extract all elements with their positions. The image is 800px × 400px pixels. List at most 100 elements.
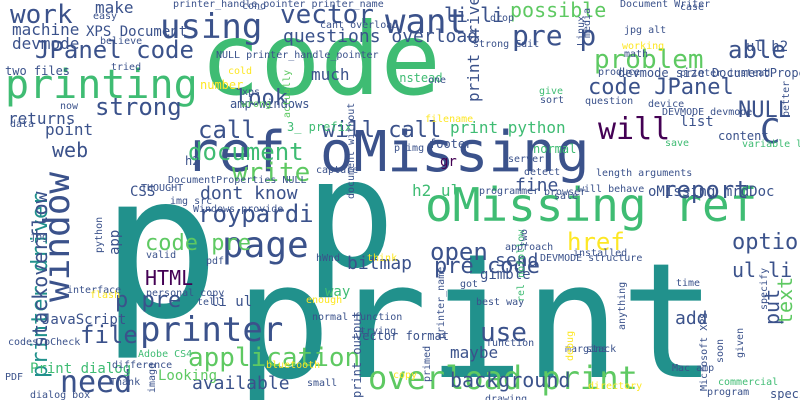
word-roypardi: roypardi <box>198 200 314 228</box>
word-open: open <box>430 238 488 266</box>
word-vector-format: vector format <box>355 329 449 343</box>
word-footer: footer <box>429 137 473 151</box>
word-directory: directory <box>588 381 643 392</box>
word-case: case <box>680 2 705 13</box>
word-gr: gr <box>440 154 457 170</box>
word-print: print <box>235 228 717 400</box>
word-want: want <box>385 2 467 42</box>
word-bluetooth: bluetooth <box>266 360 321 371</box>
word-valid: valid <box>146 250 177 261</box>
word-pre-code: pre code <box>434 254 540 279</box>
word-media: media <box>582 7 593 38</box>
word-printer-instead: printer instead <box>680 68 771 79</box>
word-xps-document: XPS Document <box>86 24 188 40</box>
word-devmode-devmode: DEVMODE devmode <box>662 107 753 118</box>
word-omissing-ref: oMissing ref <box>425 178 758 232</box>
word-make: make <box>95 0 134 17</box>
word-trying: trying <box>360 326 397 337</box>
word-devmode-size-documentproperties: devmode_size DocumentProperties <box>618 66 800 80</box>
word-question: question <box>585 96 634 107</box>
word-actually: actually <box>282 69 293 118</box>
word-work: work <box>10 0 73 30</box>
word-overload-print: overload print <box>368 359 638 397</box>
word-programmer: programmer <box>479 186 540 197</box>
word-produce: produce <box>598 67 641 78</box>
word-list: list <box>680 114 714 130</box>
word-p: p <box>100 131 221 364</box>
word-report: report <box>662 176 749 204</box>
word-href: href <box>567 228 625 256</box>
word-use: use <box>480 318 527 348</box>
word-python: python <box>94 216 105 253</box>
word-add: add <box>675 308 708 329</box>
word-small: small <box>307 378 338 389</box>
word-sort: sort <box>540 95 565 106</box>
word-approach: approach <box>505 242 554 253</box>
word-think: think <box>367 253 398 264</box>
word-better: better <box>781 80 792 117</box>
word-possible: possible <box>510 0 607 22</box>
word-print-driver: print driver <box>464 0 483 102</box>
word-returns: returns <box>8 109 76 128</box>
word-given: given <box>735 327 746 358</box>
word-dont-know: dont know <box>200 183 298 204</box>
word-number: number <box>200 78 244 92</box>
word-thank: Thank <box>110 377 141 388</box>
word-printer: printer <box>140 310 284 350</box>
word-microsoft-xps: Microsoft XPS <box>699 312 710 391</box>
word-gimble: gimble <box>480 267 531 283</box>
word-looking: Looking <box>158 368 218 384</box>
word-save: save <box>665 138 690 149</box>
word-documentproperties-null: DocumentProperties NULL <box>168 175 307 186</box>
word-h2-ul: h2 ul <box>412 181 461 200</box>
word-file: file <box>80 321 138 349</box>
word-data: data <box>10 119 35 130</box>
word-time: time <box>676 278 701 289</box>
word-application: application <box>188 343 361 373</box>
word-printer-handle-pointer-printer-name: printer_handle_pointer printer_name <box>173 0 384 10</box>
word-server: server <box>508 154 545 165</box>
word-installed: installed <box>573 248 628 259</box>
word-jpanel-code: JPanel code <box>35 36 194 64</box>
word-jpg-alt: jpg alt <box>624 25 667 36</box>
word-stack: stack <box>586 344 617 355</box>
word-specific-line: specific line <box>770 387 800 400</box>
word-two: two <box>519 228 530 247</box>
word-will-call: will call <box>322 118 442 143</box>
word-bitmap: bitmap <box>347 253 413 274</box>
word-adobe-cs4: Adobe CS4 <box>138 349 193 360</box>
word-javascript: JavaScript <box>42 312 127 328</box>
word-page: page <box>222 225 309 266</box>
word-thought: THOUGHT <box>141 183 184 194</box>
word-will: will <box>598 112 671 147</box>
word-program: program <box>707 387 750 398</box>
word-print-dialog: Print dialog <box>30 361 132 377</box>
word-browser: browser <box>544 187 587 198</box>
word-codestocheck: codesToCheck <box>8 337 81 348</box>
word-believe: believe <box>100 36 143 47</box>
word-ref-omissing: ref oMissing <box>185 120 590 185</box>
word-available: available <box>192 373 290 394</box>
word-css: CSS <box>130 184 156 200</box>
word-best-way: best way <box>476 297 525 308</box>
word-anything: anything <box>617 281 628 330</box>
word-print-output: print output <box>350 311 364 398</box>
word-mac-amp: Mac amp <box>672 363 715 374</box>
word-pdf: pdf <box>206 256 225 267</box>
word-p-img: p img <box>394 143 425 154</box>
word-img-src: img src <box>170 196 213 207</box>
word-questions-overload: questions overload <box>283 26 479 47</box>
word-html: HTML <box>145 266 194 290</box>
word-drop: drop <box>490 13 515 24</box>
word-interface: interface <box>67 285 122 296</box>
word-cono: cono <box>242 1 267 12</box>
word-copy: copy <box>393 370 418 381</box>
word-specify: specify <box>759 267 770 310</box>
word-math: math <box>624 49 649 60</box>
word-print-python: print python <box>450 118 566 137</box>
word-printing: printing <box>5 62 198 108</box>
word-working: working <box>622 41 665 52</box>
word-capture: capture <box>316 165 359 176</box>
word-amp-windows: amp windows <box>230 97 310 111</box>
